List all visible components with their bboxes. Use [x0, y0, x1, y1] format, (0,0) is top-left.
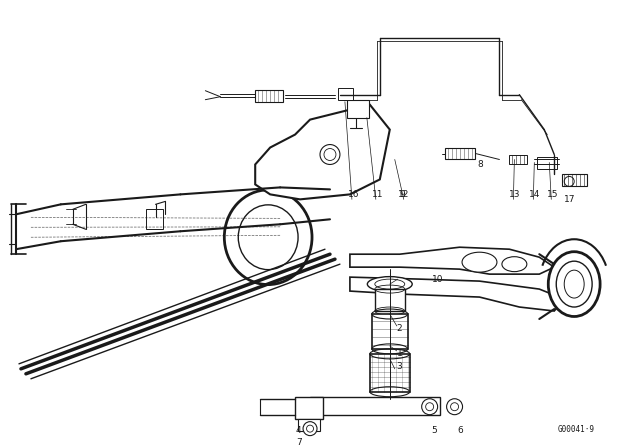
Bar [375, 289, 404, 311]
Bar [509, 155, 527, 164]
Bar [255, 90, 283, 102]
Text: 3: 3 [397, 362, 403, 371]
Polygon shape [350, 277, 564, 311]
Bar [370, 354, 410, 392]
Text: 7: 7 [296, 438, 302, 447]
Bar [445, 147, 474, 159]
Circle shape [303, 422, 317, 435]
Polygon shape [350, 247, 554, 274]
Bar [562, 174, 587, 186]
Ellipse shape [548, 252, 600, 316]
Bar [338, 88, 353, 100]
Text: 13: 13 [509, 190, 521, 199]
Text: G00041·9: G00041·9 [557, 425, 594, 434]
Text: 17: 17 [564, 195, 576, 204]
Circle shape [320, 145, 340, 164]
Text: 11: 11 [372, 190, 383, 199]
Bar [295, 397, 323, 419]
Text: 10: 10 [431, 275, 443, 284]
Bar [310, 397, 440, 415]
Text: 6: 6 [458, 426, 463, 435]
Ellipse shape [367, 276, 412, 292]
Text: 8: 8 [477, 160, 483, 169]
Ellipse shape [224, 190, 312, 284]
Text: 15: 15 [547, 190, 559, 199]
Bar [298, 419, 320, 431]
Bar [538, 158, 557, 169]
Ellipse shape [502, 257, 527, 271]
Text: 5: 5 [431, 426, 437, 435]
Text: 1: 1 [397, 349, 403, 358]
Circle shape [422, 399, 438, 415]
Bar [372, 314, 408, 349]
Text: 14: 14 [529, 190, 541, 199]
Text: 4: 4 [295, 426, 301, 435]
Text: 12: 12 [397, 190, 409, 199]
Ellipse shape [462, 252, 497, 272]
Text: 16: 16 [348, 190, 360, 199]
Circle shape [447, 399, 463, 415]
Text: 2: 2 [397, 324, 403, 333]
Bar [347, 100, 369, 118]
Bar [145, 209, 163, 229]
Polygon shape [255, 105, 390, 199]
Text: 9: 9 [400, 190, 406, 199]
